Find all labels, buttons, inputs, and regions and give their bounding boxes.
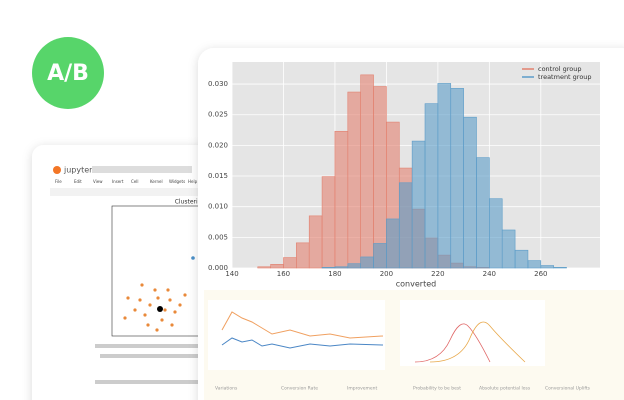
notebook-brand: jupyter	[63, 166, 93, 175]
y-tick-label: 0.015	[208, 172, 228, 180]
bar	[373, 86, 387, 269]
text-placeholder	[95, 380, 205, 384]
bar	[514, 249, 529, 269]
bar	[437, 83, 452, 269]
notebook-card: jupyter File Edit View Insert Cell Kernel Widg…	[32, 145, 232, 400]
x-tick-label: 180	[328, 270, 341, 278]
y-tick-label: 0.025	[208, 111, 228, 119]
table-header: Improvement	[347, 386, 378, 392]
bar	[489, 198, 503, 269]
bar	[527, 260, 542, 269]
text-placeholder	[95, 344, 205, 348]
bar	[411, 140, 426, 269]
thumb-line	[221, 337, 384, 349]
legend-label: control group	[538, 65, 581, 73]
bar	[283, 257, 297, 269]
bar	[308, 215, 323, 269]
scatter-point	[191, 256, 195, 260]
bar	[553, 267, 567, 269]
y-tick-label: 0.000	[208, 264, 228, 272]
menu-item: Edit	[74, 179, 82, 184]
table-header: Absolute potential loss	[479, 386, 531, 392]
menu-item: View	[93, 179, 103, 184]
bar	[270, 264, 284, 269]
bar	[450, 88, 464, 269]
y-tick-label: 0.030	[208, 80, 228, 88]
y-tick-label: 0.020	[208, 141, 228, 149]
y-tick-label: 0.010	[208, 203, 228, 211]
notebook-title-placeholder	[92, 166, 192, 173]
table-header: Variations	[215, 386, 238, 392]
menu-item: File	[55, 179, 62, 184]
bar	[476, 157, 490, 269]
menu-item: Widgets	[169, 179, 185, 184]
menu-item: Help	[188, 179, 198, 184]
table-header: Probability to be best	[413, 386, 461, 392]
bar	[347, 263, 361, 269]
x-tick-label: 140	[225, 270, 238, 278]
x-tick-label: 220	[431, 270, 444, 278]
bar	[424, 103, 439, 269]
menu-item: Cell	[131, 179, 138, 184]
bar	[257, 266, 271, 269]
bar	[386, 218, 400, 269]
badge-label: A/B	[47, 61, 89, 86]
x-tick-label: 260	[534, 270, 547, 278]
bar	[334, 266, 349, 269]
bar	[398, 182, 413, 269]
toolbar	[50, 188, 200, 196]
thumb-curve	[414, 323, 491, 363]
bar	[360, 74, 374, 269]
bar	[373, 243, 387, 269]
table-header: Conversion Rate	[281, 386, 318, 392]
x-tick-label: 160	[277, 270, 290, 278]
y-tick-label: 0.005	[208, 233, 228, 241]
x-axis-label: converted	[396, 280, 436, 289]
scatter-cloud	[123, 283, 187, 332]
text-placeholder	[100, 354, 205, 358]
menu-item: Insert	[112, 179, 124, 184]
bar	[360, 256, 374, 269]
jupyter-logo	[53, 166, 61, 174]
plot-title: Clustering	[175, 199, 206, 206]
bar	[321, 267, 336, 269]
x-tick-label: 200	[380, 270, 393, 278]
line-thumb	[208, 300, 385, 370]
bar	[347, 91, 361, 269]
badge-circle	[32, 37, 104, 109]
bar	[463, 116, 477, 269]
bar	[321, 176, 336, 269]
bar	[501, 229, 516, 269]
thumb-line	[221, 311, 384, 339]
main-card: 0.000 0.005 0.010 0.015 0.020 0.025 0.030 140 16…	[198, 48, 624, 400]
table-header: Conversional Uplifts	[545, 386, 591, 392]
bar	[334, 130, 349, 269]
menu-item: Kernel	[150, 179, 163, 184]
x-tick-label: 240	[483, 270, 496, 278]
bar	[296, 242, 310, 269]
legend-label: treatment group	[538, 73, 592, 81]
bar	[540, 265, 554, 269]
thumb-curve	[429, 321, 526, 363]
